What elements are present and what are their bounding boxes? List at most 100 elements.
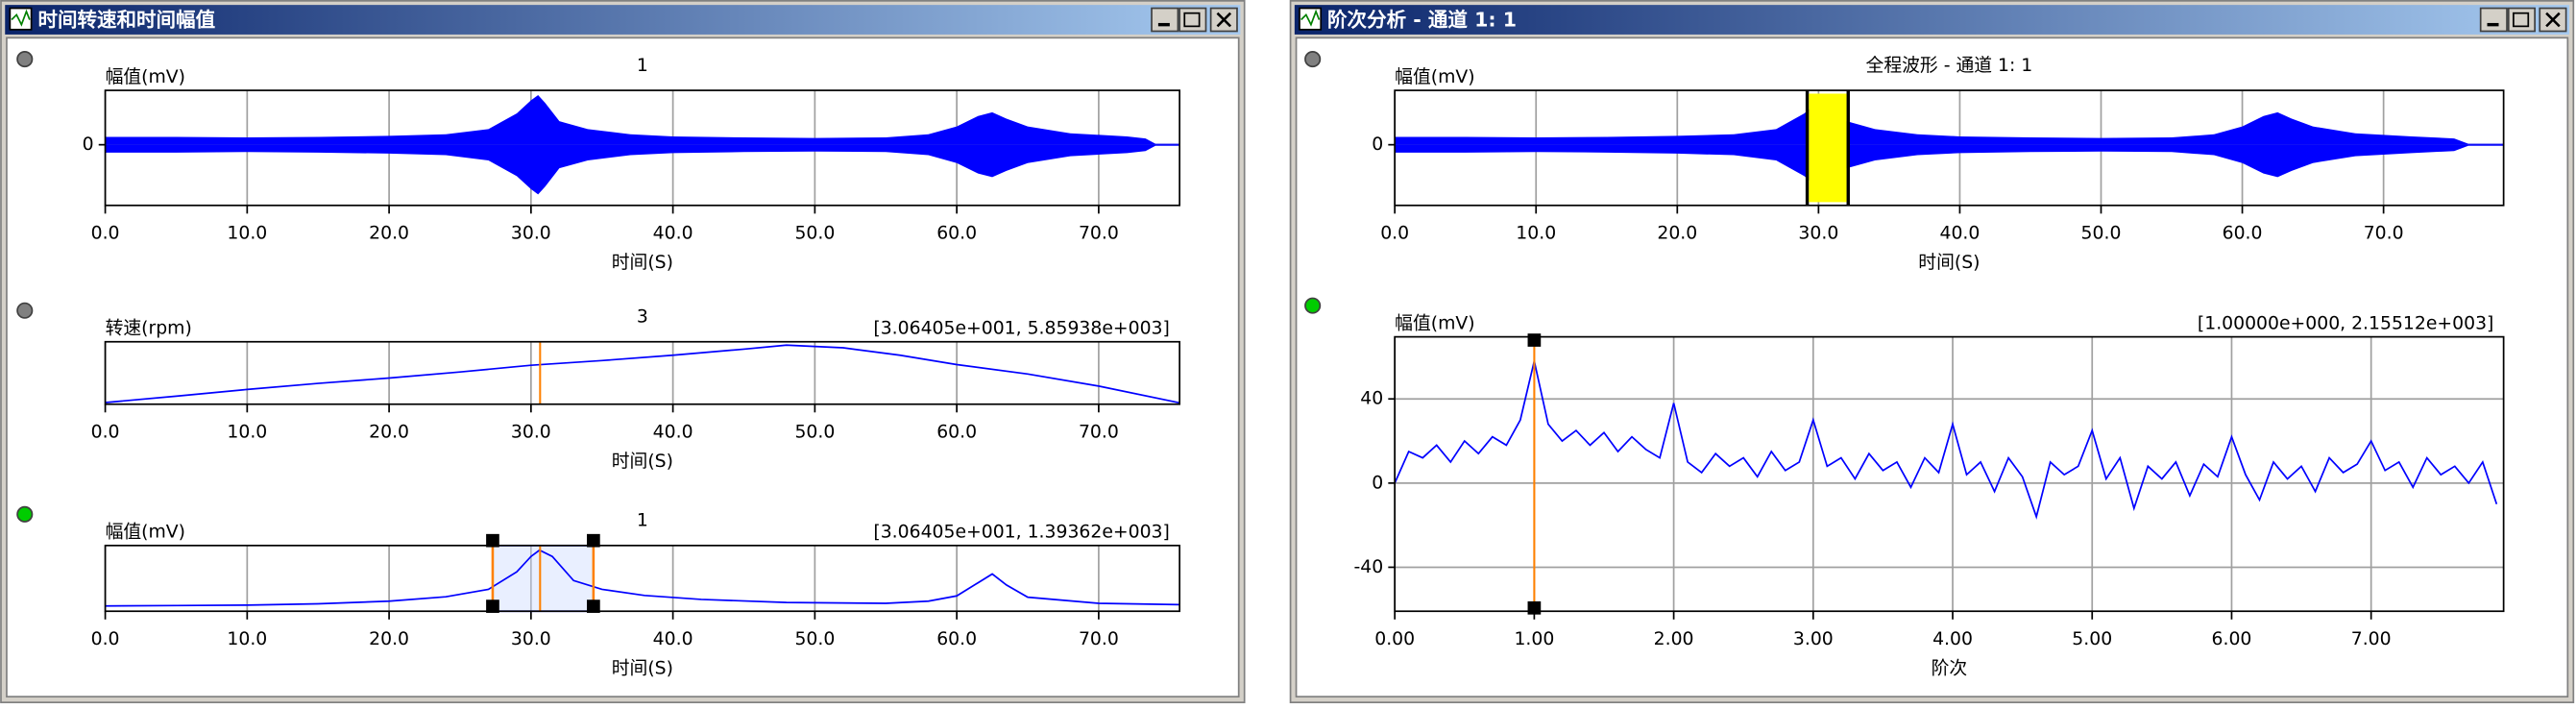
data-line	[105, 344, 1180, 404]
x-tick-label: 40.0	[653, 422, 693, 442]
y-axis-label: 幅值(mV)	[1395, 66, 1474, 87]
chart-title: 1	[637, 56, 648, 76]
icon-glyph	[2545, 12, 2561, 28]
x-tick-label: 10.0	[1516, 223, 1556, 243]
x-tick-label: 10.0	[227, 422, 267, 442]
icon-glyph	[1183, 12, 1201, 28]
x-tick-label: 30.0	[511, 422, 551, 442]
window-buttons[interactable]	[2479, 7, 2567, 33]
x-tick-label: 70.0	[1079, 629, 1119, 649]
x-tick-label: 30.0	[1798, 223, 1838, 243]
x-axis-label: 时间(S)	[612, 252, 673, 273]
selection-handle	[486, 533, 499, 548]
y-axis-label: 幅值(mV)	[106, 66, 185, 87]
waveform-envelope	[105, 144, 1180, 195]
plot-area	[1395, 336, 2504, 612]
x-tick-label: 0.0	[1380, 223, 1409, 243]
channel-indicator	[1304, 297, 1322, 314]
x-axis-label: 时间(S)	[1918, 252, 1980, 273]
maximize-button[interactable]	[2507, 7, 2536, 33]
chart-title: 3	[637, 307, 648, 328]
x-tick-label: 10.0	[227, 223, 267, 243]
plot-border	[104, 340, 1180, 405]
x-tick-label: 20.0	[369, 422, 409, 442]
x-tick-label: 4.00	[1932, 629, 1973, 649]
y-axis-label: 转速(rpm)	[106, 318, 192, 339]
cursor-readout: [3.06405e+001, 1.39362e+003]	[873, 523, 1169, 543]
x-tick-label: 30.0	[511, 223, 551, 243]
icon-glyph	[1216, 12, 1232, 28]
selection-handle	[587, 599, 600, 613]
plot-border	[1394, 89, 2505, 207]
y-tick-label: 0	[1372, 134, 1383, 155]
x-tick-label: 20.0	[1657, 223, 1697, 243]
selection-region	[1809, 93, 1847, 203]
cursor-readout: [3.06405e+001, 5.85938e+003]	[873, 319, 1169, 339]
icon-glyph	[1300, 9, 1321, 27]
x-tick-label: 5.00	[2072, 629, 2112, 649]
window-buttons[interactable]	[1151, 7, 1238, 33]
minimize-button[interactable]	[2479, 7, 2508, 33]
channel-indicator	[1304, 51, 1322, 68]
x-tick-label: 50.0	[794, 422, 835, 442]
maximize-button[interactable]	[1179, 7, 1207, 33]
x-tick-label: 70.0	[1079, 223, 1119, 243]
x-tick-label: 1.00	[1514, 629, 1554, 649]
y-tick-label: 40	[1360, 389, 1383, 409]
data-line	[1394, 360, 2498, 520]
window-title: 时间转速和时间幅值	[37, 8, 215, 31]
x-tick-label: 50.0	[794, 629, 835, 649]
plot-border	[104, 544, 1180, 613]
x-tick-label: 2.00	[1654, 629, 1694, 649]
x-tick-label: 60.0	[936, 422, 977, 442]
plot-area	[105, 341, 1180, 404]
x-tick-label: 0.0	[91, 629, 120, 649]
channel-indicator	[16, 505, 34, 523]
title-bar	[5, 5, 1241, 35]
x-tick-label: 40.0	[653, 223, 693, 243]
minimize-button[interactable]	[1151, 7, 1179, 33]
channel-indicator	[16, 302, 34, 319]
waveform-envelope	[1395, 94, 2504, 145]
x-axis-label: 时间(S)	[612, 658, 673, 679]
x-tick-label: 60.0	[936, 223, 977, 243]
x-tick-label: 60.0	[2223, 223, 2263, 243]
x-tick-label: 20.0	[369, 223, 409, 243]
x-axis-label: 阶次	[1932, 658, 1968, 679]
chart-title: 全程波形 - 通道 1: 1	[1866, 55, 2033, 76]
icon-glyph	[11, 9, 31, 27]
icon-glyph	[2513, 12, 2530, 28]
plot-area	[105, 545, 1180, 612]
y-axis-label: 幅值(mV)	[1395, 312, 1474, 333]
x-tick-label: 20.0	[369, 629, 409, 649]
cursor-handle	[1527, 333, 1542, 347]
waveform-envelope	[105, 94, 1180, 145]
x-tick-label: 50.0	[794, 223, 835, 243]
y-tick-label: 0	[83, 134, 94, 155]
data-line	[105, 549, 1180, 607]
title-bar	[1294, 5, 2570, 35]
plot-border	[104, 89, 1180, 207]
x-tick-label: 70.0	[2364, 223, 2404, 243]
x-tick-label: 0.0	[91, 422, 120, 442]
selection-region	[492, 544, 595, 613]
x-tick-label: 3.00	[1793, 629, 1834, 649]
window-title: 阶次分析 - 通道 1: 1	[1327, 8, 1517, 31]
x-axis-label: 时间(S)	[612, 451, 673, 472]
x-tick-label: 6.00	[2212, 629, 2252, 649]
y-axis-label: 幅值(mV)	[106, 522, 185, 543]
cursor-handle	[1527, 600, 1542, 615]
x-tick-label: 7.00	[2351, 629, 2392, 649]
channel-indicator	[16, 51, 34, 68]
x-tick-label: 40.0	[653, 629, 693, 649]
x-tick-label: 30.0	[511, 629, 551, 649]
y-tick-label: 0	[1372, 473, 1383, 493]
x-tick-label: 50.0	[2081, 223, 2122, 243]
x-tick-label: 60.0	[936, 629, 977, 649]
y-tick-label: -40	[1353, 557, 1383, 577]
plot-border	[1394, 335, 2505, 613]
cursor-readout: [1.00000e+000, 2.15512e+003]	[2198, 313, 2493, 333]
x-tick-label: 70.0	[1079, 422, 1119, 442]
selection-handle	[486, 599, 499, 613]
